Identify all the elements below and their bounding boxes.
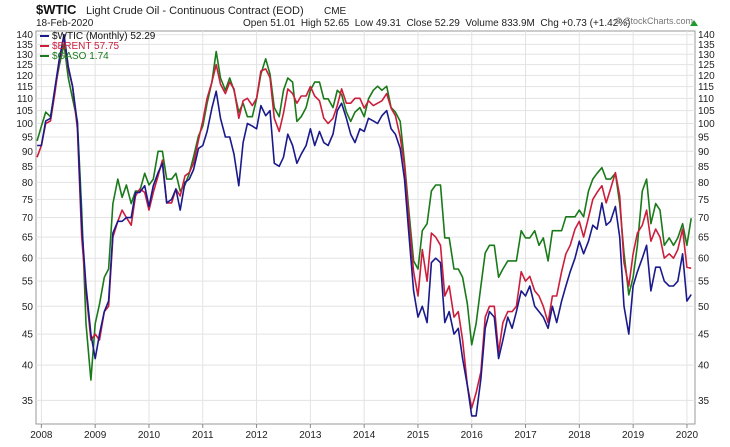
y-tick-label-right: 120 — [698, 71, 715, 82]
series-line-gaso — [36, 43, 692, 381]
exchange-label: CME — [324, 6, 347, 17]
right-price-axis: 3540455055606570758085909510010511011512… — [698, 30, 715, 407]
x-tick-label: 2009 — [84, 430, 107, 441]
series-line-brent — [36, 35, 692, 409]
y-tick-label-left: 140 — [16, 30, 33, 41]
y-tick-label-right: 125 — [698, 60, 715, 71]
x-tick-label: 2016 — [461, 430, 484, 441]
y-tick-label-right: 50 — [698, 302, 710, 313]
watermark-logo: © StockCharts.com — [615, 16, 693, 26]
y-tick-label-left: 95 — [22, 133, 34, 144]
y-tick-label-right: 65 — [698, 233, 710, 244]
y-tick-label-left: 45 — [22, 330, 34, 341]
y-tick-label-right: 95 — [698, 133, 710, 144]
y-tick-label-left: 105 — [16, 106, 33, 117]
plot-frame — [35, 30, 696, 425]
y-tick-label-left: 100 — [16, 119, 33, 130]
instrument-name: Light Crude Oil - Continuous Contract (E… — [86, 5, 304, 17]
x-tick-label: 2020 — [676, 430, 699, 441]
y-tick-label-right: 60 — [698, 254, 710, 265]
x-tick-label: 2019 — [622, 430, 645, 441]
time-axis: 2008 2009 2010 2011 2012 2013 2014 2015 2016 2017… — [30, 424, 698, 441]
y-tick-label-right: 35 — [698, 396, 710, 407]
y-tick-label-left: 130 — [16, 50, 33, 61]
y-tick-label-right: 110 — [698, 94, 714, 105]
x-tick-label: 2013 — [299, 430, 322, 441]
symbol-title: $WTIC — [36, 2, 77, 17]
y-tick-label-right: 55 — [698, 277, 710, 288]
y-tick-label-right: 40 — [698, 361, 710, 372]
y-tick-label-left: 50 — [22, 302, 34, 313]
y-tick-label-right: 85 — [698, 162, 710, 173]
y-tick-label-right: 130 — [698, 50, 715, 61]
y-tick-label-right: 105 — [698, 106, 715, 117]
y-tick-label-right: 115 — [698, 82, 714, 93]
y-tick-label-left: 35 — [22, 396, 34, 407]
y-tick-label-left: 40 — [22, 361, 34, 372]
y-tick-label-left: 115 — [17, 82, 33, 93]
y-tick-label-right: 80 — [698, 178, 710, 189]
chart-date: 18-Feb-2020 — [36, 18, 94, 29]
y-tick-label-left: 110 — [17, 94, 33, 105]
ohlc-readout: Open 51.01 High 52.65 Low 49.31 Close 52… — [243, 18, 630, 29]
y-tick-label-left: 120 — [16, 71, 33, 82]
x-tick-label: 2017 — [514, 430, 537, 441]
y-tick-label-left: 75 — [22, 195, 34, 206]
y-tick-label-right: 140 — [698, 30, 715, 41]
x-tick-label: 2011 — [192, 430, 214, 441]
up-arrow-icon — [690, 20, 698, 26]
y-tick-label-right: 90 — [698, 147, 710, 158]
y-tick-label-left: 55 — [22, 277, 34, 288]
y-tick-label-left: 90 — [22, 147, 34, 158]
y-tick-label-right: 75 — [698, 195, 710, 206]
y-tick-label-right: 45 — [698, 330, 710, 341]
x-tick-label: 2008 — [30, 430, 53, 441]
x-tick-label: 2014 — [353, 430, 376, 441]
series-lines — [36, 33, 692, 417]
y-tick-label-left: 85 — [22, 162, 34, 173]
left-price-axis: 3540455055606570758085909510010511011512… — [16, 30, 33, 407]
y-tick-label-right: 70 — [698, 213, 710, 224]
x-tick-label: 2010 — [138, 430, 161, 441]
x-tick-label: 2018 — [568, 430, 591, 441]
y-tick-label-left: 135 — [16, 40, 33, 51]
y-tick-label-left: 60 — [22, 254, 34, 265]
legend-label-wtic: $WTIC (Monthly) 52.29 — [52, 31, 156, 42]
y-tick-label-left: 80 — [22, 178, 34, 189]
legend-label-brent: $BRENT 57.75 — [52, 41, 120, 52]
y-tick-label-left: 70 — [22, 213, 34, 224]
y-tick-label-left: 65 — [22, 233, 34, 244]
series-line-wtic — [37, 33, 692, 417]
y-tick-label-right: 100 — [698, 119, 715, 130]
x-tick-label: 2015 — [407, 430, 430, 441]
y-tick-label-right: 135 — [698, 40, 715, 51]
x-tick-label: 2012 — [245, 430, 268, 441]
legend: $WTIC (Monthly) 52.29 $BRENT 57.75 $GASO… — [40, 31, 156, 62]
legend-label-gaso: $GASO 1.74 — [52, 51, 109, 62]
y-tick-label-left: 125 — [16, 60, 33, 71]
